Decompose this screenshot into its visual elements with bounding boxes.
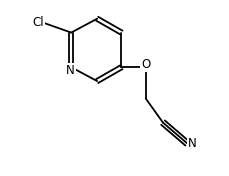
Text: N: N bbox=[66, 64, 75, 77]
Text: Cl: Cl bbox=[33, 16, 44, 29]
Text: O: O bbox=[141, 58, 150, 71]
Text: N: N bbox=[188, 137, 197, 150]
